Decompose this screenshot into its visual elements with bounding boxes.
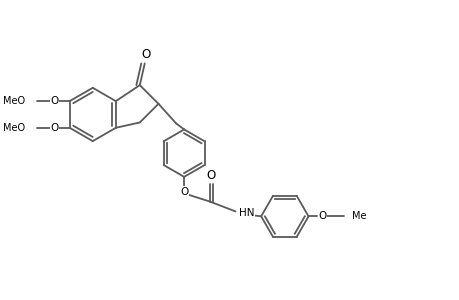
- Text: O: O: [206, 169, 215, 182]
- Text: O: O: [50, 96, 59, 106]
- Text: MeO: MeO: [3, 123, 25, 133]
- Text: HN: HN: [239, 208, 254, 218]
- Text: O: O: [318, 211, 326, 221]
- Text: Me: Me: [351, 211, 366, 221]
- Text: O: O: [141, 48, 150, 61]
- Text: O: O: [179, 187, 188, 197]
- Text: MeO: MeO: [3, 96, 25, 106]
- Text: O: O: [50, 123, 59, 133]
